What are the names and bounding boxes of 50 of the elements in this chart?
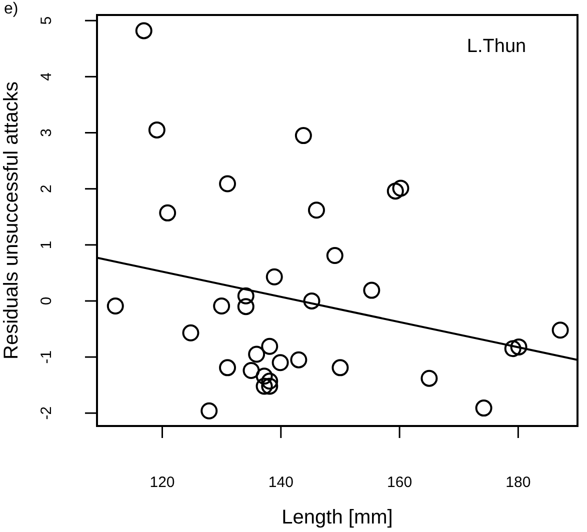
point xyxy=(182,324,200,342)
point xyxy=(261,338,278,355)
point xyxy=(148,121,166,138)
point xyxy=(219,359,236,376)
point xyxy=(256,368,273,385)
x-tick-label: 140 xyxy=(268,474,294,492)
point xyxy=(308,202,325,219)
point xyxy=(290,351,308,368)
point xyxy=(272,354,289,372)
point xyxy=(303,292,320,310)
point xyxy=(386,182,404,200)
x-tick-label: 160 xyxy=(387,474,412,492)
point xyxy=(200,402,218,420)
point xyxy=(159,204,176,222)
annotation: L.Thun xyxy=(466,36,526,58)
y-tick-label: -2 xyxy=(38,406,56,420)
text: e) xyxy=(4,0,18,18)
point xyxy=(552,322,569,339)
y-tick-label: -1 xyxy=(38,350,56,364)
point xyxy=(135,22,152,40)
point xyxy=(420,370,438,387)
x-axis-title: Length [mm] xyxy=(282,506,393,529)
point xyxy=(294,127,312,144)
point xyxy=(504,340,522,358)
point xyxy=(106,298,124,315)
point xyxy=(256,378,273,395)
x-tick-label: 180 xyxy=(506,474,531,492)
point xyxy=(242,362,260,379)
point xyxy=(261,372,278,390)
y-tick-label: 2 xyxy=(38,184,56,193)
y-tick-label: 1 xyxy=(38,240,56,250)
point xyxy=(510,338,528,356)
point xyxy=(261,378,278,395)
point xyxy=(475,400,492,417)
point xyxy=(326,247,344,264)
point xyxy=(392,180,410,197)
x-tick-label: 120 xyxy=(150,474,175,492)
point xyxy=(248,346,266,363)
point xyxy=(219,175,236,192)
point xyxy=(237,298,254,316)
point xyxy=(332,359,349,376)
y-tick-label: 0 xyxy=(38,296,56,306)
point xyxy=(363,282,380,299)
point xyxy=(237,287,254,304)
y-axis-title: Residuals unsuccessful attacks xyxy=(0,82,23,360)
y-tick-label: 3 xyxy=(38,128,56,137)
y-tick-label: 5 xyxy=(38,16,56,25)
point xyxy=(213,298,230,315)
y-tick-label: 4 xyxy=(38,72,56,81)
point xyxy=(266,268,283,286)
